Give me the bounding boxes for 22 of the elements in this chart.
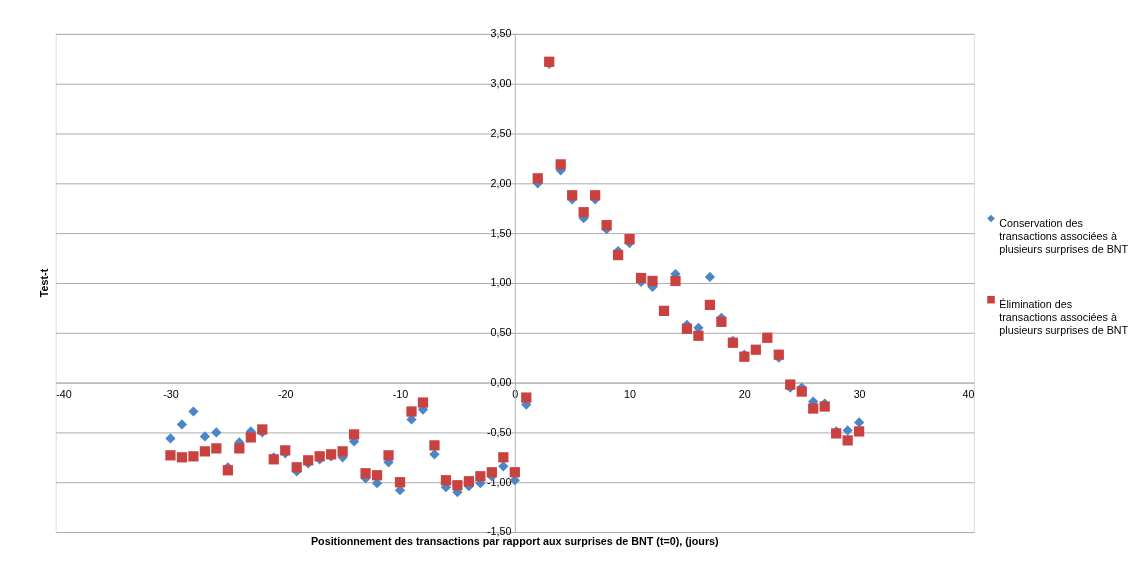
- y-tick-label: 0,00: [490, 376, 512, 389]
- x-tick-label: 0: [512, 387, 519, 400]
- y-tick-label: 3,00: [490, 77, 512, 90]
- x-tick-label: -20: [277, 387, 294, 400]
- x-tick-label: -30: [163, 387, 179, 400]
- y-axis-title: Test-t: [37, 268, 50, 298]
- y-tick-label: 3,50: [490, 27, 512, 40]
- legend-label: Conservation des transactions associées à plusieurs surprises de BNT: [999, 217, 1129, 255]
- y-tick-label: 1,00: [490, 276, 512, 289]
- legend-label: Élimination des transactions associées à plusieurs surprises de BNT: [999, 298, 1129, 336]
- y-tick-label: -1,00: [486, 475, 512, 488]
- x-tick-label: 40: [962, 387, 975, 400]
- x-tick-label: 10: [624, 387, 637, 400]
- y-tick-label: 2,50: [490, 126, 512, 139]
- x-tick-label: -40: [56, 387, 72, 400]
- x-tick-label: 20: [738, 387, 751, 400]
- y-tick-label: 1,50: [490, 226, 512, 239]
- x-tick-label: -10: [392, 387, 409, 400]
- y-tick-label: 0,50: [490, 326, 512, 339]
- y-tick-label: -0,50: [486, 425, 512, 438]
- y-tick-label: 2,00: [490, 176, 512, 189]
- x-tick-label: 30: [853, 387, 866, 400]
